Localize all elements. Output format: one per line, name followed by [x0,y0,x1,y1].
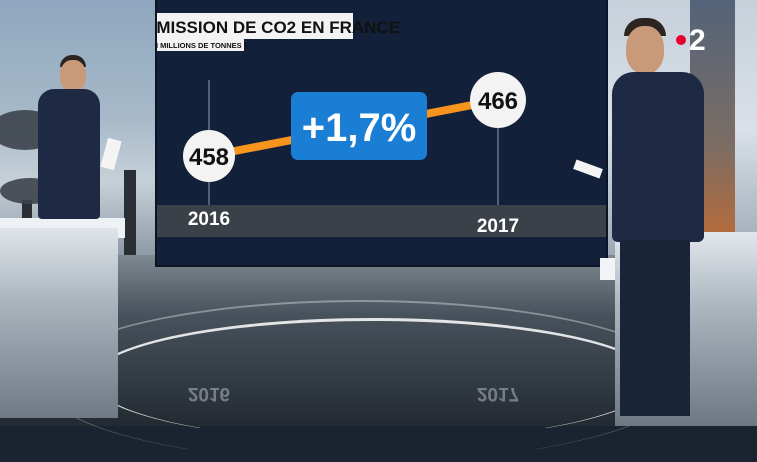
change-badge [291,92,427,160]
head [626,26,664,74]
value-label-2017: 466 [478,88,518,115]
x-tick-2017: 2017 [477,216,519,237]
chimney [124,170,136,255]
reflection-year-left: 2016 [188,383,230,404]
data-point-2017 [470,72,526,128]
desk-left [0,228,118,418]
head [60,60,86,92]
year-band [157,205,606,237]
suit [38,89,100,219]
trousers [620,240,690,416]
chart-title: ÉMISSION DE CO2 EN FRANCE [157,18,400,37]
logo-digit: 2 [689,24,706,52]
chart-svg: ÉMISSION DE CO2 EN FRANCE ( EN MILLIONS … [140,0,606,265]
channel-logo: 2 [676,24,706,52]
reflection-year-right: 2017 [477,383,519,404]
data-point-2016 [183,130,235,182]
value-label-2016: 458 [189,144,229,171]
presenter-right [573,18,708,426]
subtitle-box [140,38,244,51]
x-tick-2016: 2016 [188,209,230,230]
chart-screen: ÉMISSION DE CO2 EN FRANCE ( EN MILLIONS … [140,0,606,265]
chart-subtitle: ( EN MILLIONS DE TONNES ) [157,41,247,50]
logo-dot [676,35,686,45]
title-box [140,13,353,39]
change-label: +1,7% [302,106,417,150]
floor-reflection: 2016 2017 [188,383,519,404]
presenter-left [38,55,122,225]
suit [612,72,704,242]
